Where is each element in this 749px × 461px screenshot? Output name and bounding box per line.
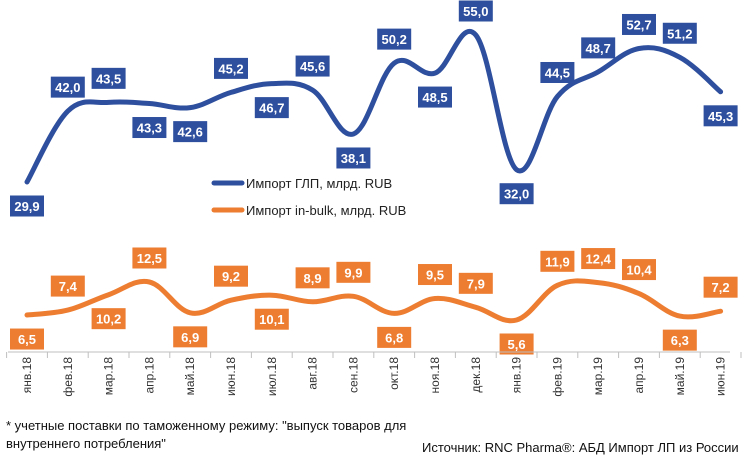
x-tick-label: июн.19	[714, 357, 728, 396]
glp-data-label: 48,5	[422, 90, 447, 105]
inbulk-data-label: 12,5	[137, 251, 162, 266]
inbulk-data-label: 6,5	[18, 332, 36, 347]
x-tick-label: мар.18	[102, 357, 116, 396]
inbulk-data-label: 10,2	[96, 312, 121, 327]
series-line-import-glp	[24, 29, 724, 185]
inbulk-label-box	[540, 250, 575, 272]
x-tick-label: мар.19	[591, 357, 605, 396]
inbulk-label-box	[418, 264, 452, 286]
glp-data-label: 44,5	[545, 65, 570, 80]
inbulk-data-label: 7,4	[59, 279, 78, 294]
glp-label-box	[214, 57, 248, 79]
glp-label-box	[132, 117, 167, 139]
glp-label-box	[254, 97, 289, 119]
inbulk-label-box	[581, 248, 616, 270]
inbulk-data-label: 5,6	[508, 337, 526, 352]
glp-data-label: 45,6	[300, 59, 325, 74]
inbulk-label-box	[10, 328, 44, 350]
glp-label-box	[377, 28, 412, 50]
glp-label-box	[458, 0, 493, 22]
glp-label-box	[418, 86, 452, 108]
glp-data-label: 51,2	[667, 26, 692, 41]
inbulk-data-label: 7,2	[712, 280, 730, 295]
glp-label-box	[91, 67, 126, 89]
x-tick-label: сен.18	[346, 357, 360, 393]
x-tick-label: авг.18	[306, 357, 320, 390]
x-tick-label: июл.18	[265, 357, 279, 396]
glp-data-label: 43,5	[96, 71, 121, 86]
x-tick-label: ноя.18	[428, 357, 442, 394]
glp-label-box	[499, 183, 534, 205]
glp-data-label: 45,2	[218, 61, 243, 76]
glp-data-label: 52,7	[626, 17, 651, 32]
glp-data-label: 42,6	[178, 125, 203, 140]
inbulk-label-box	[254, 308, 289, 330]
glp-label-box	[336, 147, 371, 169]
inbulk-label-box	[336, 261, 371, 283]
inbulk-label-box	[295, 267, 330, 289]
inbulk-label-box	[214, 265, 248, 287]
glp-label-box	[540, 61, 575, 83]
x-tick-label: фев.18	[61, 357, 75, 397]
glp-data-label: 38,1	[341, 151, 366, 166]
glp-label-box	[295, 55, 330, 77]
inbulk-label-box	[173, 326, 208, 348]
legend-import-glp-text: Импорт ГЛП, млрд. RUB	[246, 176, 392, 191]
glp-data-label: 46,7	[259, 101, 284, 116]
inbulk-data-label: 6,8	[385, 330, 403, 345]
inbulk-label-box	[50, 275, 85, 297]
footnote: * учетные поставки по таможенному режиму…	[6, 418, 407, 451]
x-tick-label: май.19	[673, 357, 687, 396]
x-tick-label: апр.19	[632, 357, 646, 394]
inbulk-data-label: 10,1	[259, 312, 284, 327]
source-note: Источник: RNC Pharma®: АБД Импорт ЛП из …	[422, 440, 739, 455]
inbulk-label-box	[622, 259, 656, 281]
inbulk-data-label: 7,9	[467, 276, 485, 291]
glp-label-box	[703, 105, 738, 127]
glp-label-box	[173, 121, 208, 143]
inbulk-label-box	[377, 326, 412, 348]
series-line-import-inbulk	[24, 278, 724, 324]
glp-label-box	[581, 37, 616, 59]
inbulk-data-label: 9,2	[222, 269, 240, 284]
x-tick-label: янв.18	[20, 357, 34, 394]
glp-label-box	[50, 76, 85, 98]
x-tick-label: дек.18	[469, 357, 483, 393]
x-tick-label: апр.18	[142, 357, 156, 394]
glp-data-label: 32,0	[504, 187, 529, 202]
glp-label-box	[10, 195, 44, 217]
glp-data-label: 55,0	[463, 4, 488, 19]
inbulk-data-label: 9,9	[344, 265, 362, 280]
glp-label-box	[662, 22, 697, 44]
glp-data-label: 48,7	[586, 41, 611, 56]
inbulk-data-label: 12,4	[586, 252, 612, 267]
inbulk-data-label: 6,3	[671, 333, 689, 348]
inbulk-data-label: 11,9	[545, 254, 570, 269]
x-tick-label: май.18	[183, 357, 197, 396]
inbulk-label-box	[703, 276, 738, 298]
inbulk-label-box	[458, 272, 493, 294]
inbulk-label-box	[499, 333, 534, 355]
inbulk-data-label: 6,9	[181, 330, 199, 345]
x-tick-label: янв.19	[510, 357, 524, 394]
glp-data-label: 45,3	[708, 109, 733, 124]
glp-label-box	[622, 13, 656, 35]
x-tick-label: окт.18	[387, 357, 401, 390]
x-tick-label: июн.18	[224, 357, 238, 396]
inbulk-label-box	[91, 308, 126, 330]
legend-import-inbulk-text: Импорт in-bulk, млрд. RUB	[246, 203, 406, 218]
glp-data-label: 29,9	[14, 199, 39, 214]
glp-data-label: 50,2	[382, 32, 407, 47]
glp-data-label: 42,0	[55, 80, 80, 95]
inbulk-label-box	[132, 247, 167, 269]
inbulk-data-label: 10,4	[626, 263, 652, 278]
inbulk-label-box	[662, 329, 697, 351]
inbulk-data-label: 8,9	[304, 271, 322, 286]
glp-data-label: 43,3	[137, 121, 162, 136]
inbulk-data-label: 9,5	[426, 268, 444, 283]
x-tick-label: фев.19	[550, 357, 564, 397]
